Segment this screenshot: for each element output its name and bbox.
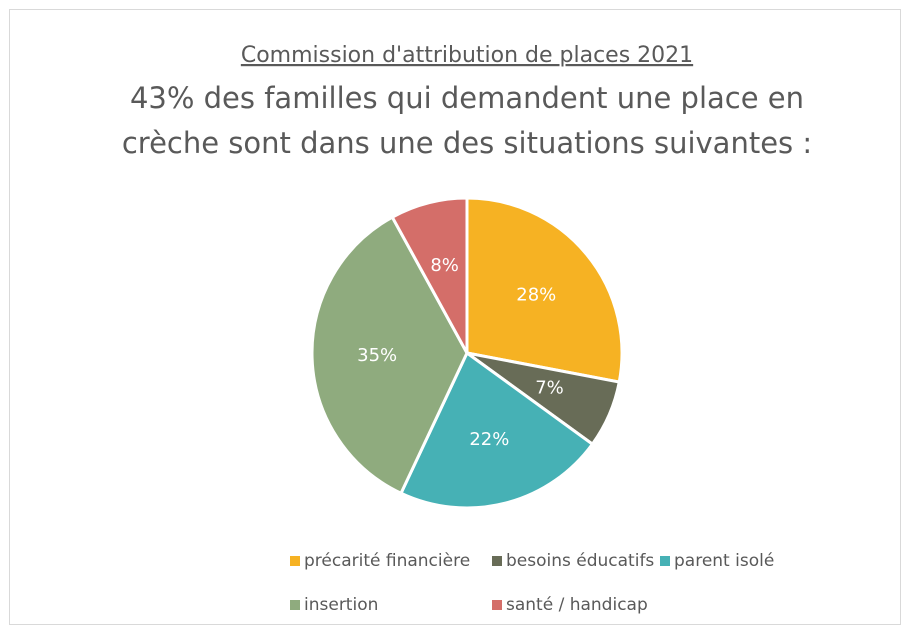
legend-label: insertion — [304, 595, 378, 615]
legend-label: besoins éducatifs — [506, 551, 654, 571]
data-label: 22% — [469, 429, 509, 450]
legend-swatch — [492, 600, 502, 610]
legend-swatch — [660, 556, 670, 566]
pie-slice — [390, 196, 469, 354]
legend-label: précarité financière — [304, 551, 470, 571]
data-label: 35% — [357, 345, 397, 366]
data-label: 8% — [430, 255, 459, 276]
chart-subtitle: 43% des familles qui demandent une place… — [130, 81, 804, 115]
legend-label: parent isolé — [674, 551, 774, 571]
data-label: 28% — [516, 285, 556, 306]
chart-subtitle: crèche sont dans une des situations suiv… — [122, 126, 812, 160]
legend-swatch — [290, 600, 300, 610]
pie-slice — [310, 215, 469, 496]
pie-slice — [465, 196, 624, 384]
legend-label: santé / handicap — [506, 595, 648, 615]
legend-swatch — [290, 556, 300, 566]
data-label: 7% — [535, 378, 564, 399]
legend-swatch — [492, 556, 502, 566]
chart-title: Commission d'attribution de places 2021 — [241, 43, 693, 68]
